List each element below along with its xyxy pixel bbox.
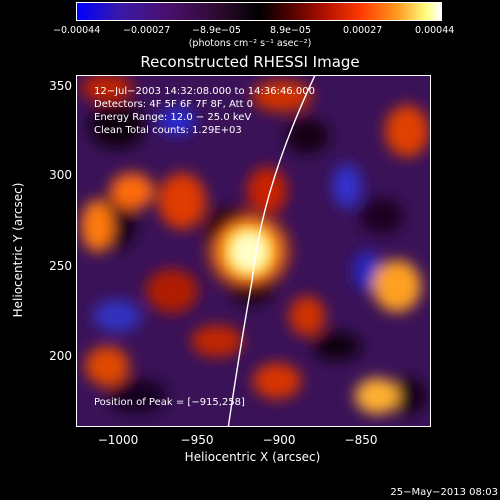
detectors-label: Detectors: 4F 5F 6F 7F 8F, Att 0 xyxy=(94,99,254,110)
colorbar-units: (photons cm⁻² s⁻¹ asec⁻²) xyxy=(188,38,312,49)
x-tick-label: −900 xyxy=(262,433,296,447)
colorbar-tick: 0.00027 xyxy=(343,25,383,36)
image-title: Reconstructed RHESSI Image xyxy=(140,53,360,71)
x-tick-label: −850 xyxy=(344,433,378,447)
colorbar-tick: 8.9e−05 xyxy=(270,25,312,36)
clean-counts-label: Clean Total counts: 1.29E+03 xyxy=(94,125,242,136)
colorbar-tick: 0.00044 xyxy=(415,25,455,36)
y-tick-label: 300 xyxy=(49,168,72,182)
colorbar-tick: −0.00027 xyxy=(123,25,171,36)
peak-position-label: Position of Peak = [−915,258] xyxy=(94,397,245,408)
rhessi-image xyxy=(76,75,431,427)
y-tick-label: 250 xyxy=(49,259,72,273)
colorbar-tick: −8.9e−05 xyxy=(192,25,241,36)
x-tick-label: −950 xyxy=(180,433,214,447)
y-tick-label: 350 xyxy=(49,79,72,93)
colorbar xyxy=(76,2,442,21)
solar-limb-line xyxy=(227,76,316,426)
y-tick-label: 200 xyxy=(49,349,72,363)
y-axis-label: Heliocentric Y (arcsec) xyxy=(11,182,25,318)
energy-range-label: Energy Range: 12.0 − 25.0 keV xyxy=(94,112,252,123)
time-range-label: 12−Jul−2003 14:32:08.000 to 14:36:46.000 xyxy=(94,86,315,97)
x-axis-label: Heliocentric X (arcsec) xyxy=(184,450,321,464)
image-heatmap xyxy=(77,76,430,426)
colorbar-tick: −0.00044 xyxy=(53,25,101,36)
datestamp: 25−May−2013 08:03 xyxy=(390,487,498,498)
x-tick-label: −1000 xyxy=(97,433,139,447)
